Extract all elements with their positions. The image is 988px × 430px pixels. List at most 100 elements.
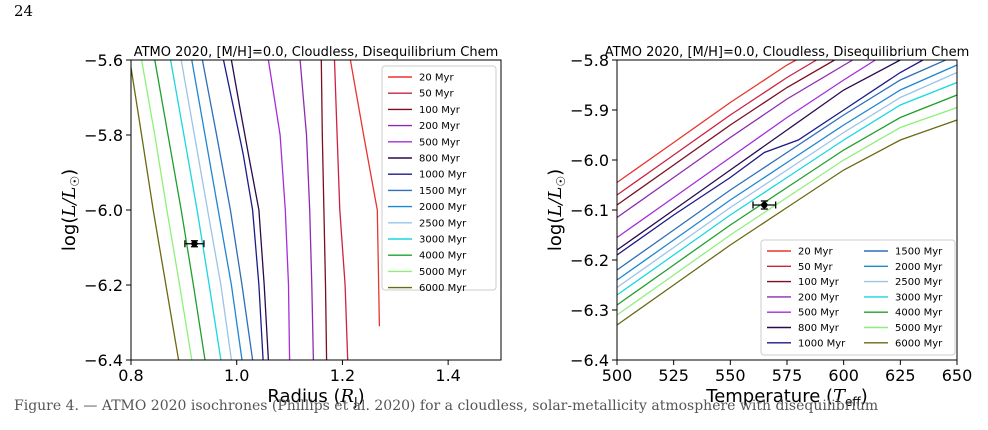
legend: 20 Myr 50 Myr 100 Myr 200 Myr 500 Myr 800 Myr… <box>760 239 956 356</box>
series-line-800-myr <box>230 60 270 360</box>
xlabel-symbol: T <box>833 386 847 407</box>
y-axis-label: log(L/L☉) <box>545 169 568 251</box>
ylabel-sun: ☉ <box>554 176 568 187</box>
plot-title: ATMO 2020, [M/H]=0.0, Cloudless, Disequi… <box>134 45 499 60</box>
legend-item: 6000 Myr <box>864 338 943 349</box>
legend-label: 500 Myr <box>798 308 840 319</box>
legend-item: 2500 Myr <box>388 218 467 229</box>
x-tick-label: 500 <box>602 366 633 385</box>
series-line-5000-myr <box>140 60 193 360</box>
legend-item: 20 Myr <box>767 247 833 258</box>
observed-datapoint <box>752 200 777 210</box>
y-tick-label: −5.8 <box>84 126 123 145</box>
y-tick-label: −6.2 <box>570 251 609 270</box>
legend-label: 1500 Myr <box>419 186 467 197</box>
series-line-50-myr <box>617 60 817 196</box>
panel-2: 500 525 550 575 600 625 650 −6.4 −6.3 −6.2 −6.1 −6.… <box>545 45 972 409</box>
series-line-4000-myr <box>617 94 957 306</box>
y-tick-label: −5.9 <box>570 101 609 120</box>
x-tick-label: 625 <box>885 366 916 385</box>
legend-item: 1500 Myr <box>388 186 467 197</box>
series-line-2000-myr <box>191 60 243 360</box>
x-tick-label: 1.4 <box>435 366 460 385</box>
y-tick-label: −6.4 <box>84 351 123 370</box>
legend-label: 2500 Myr <box>895 277 943 288</box>
x-tick-label: 575 <box>772 366 803 385</box>
x-tick-label: 525 <box>658 366 689 385</box>
legend-label: 20 Myr <box>419 73 454 84</box>
legend-label: 2000 Myr <box>419 202 467 213</box>
x-tick-label: 650 <box>942 366 973 385</box>
legend-item: 2000 Myr <box>388 202 467 213</box>
datapoint-marker <box>191 240 198 247</box>
xlabel-subscript: eff <box>845 395 861 409</box>
series-line-2000-myr <box>617 64 957 281</box>
xlabel-paren: ) <box>358 386 365 407</box>
ylabel-L: L/L <box>59 187 80 218</box>
series-line-2500-myr <box>617 71 957 289</box>
legend-item: 200 Myr <box>767 292 840 303</box>
legend-label: 800 Myr <box>798 323 840 334</box>
series-line-1000-myr <box>222 60 264 360</box>
x-axis-label: Temperature (Teff) <box>705 386 867 409</box>
legend-label: 6000 Myr <box>419 283 467 294</box>
page-number: 24 <box>14 2 34 20</box>
legend-item: 3000 Myr <box>388 235 467 246</box>
legend-label: 3000 Myr <box>419 235 467 246</box>
series-line-6000-myr <box>617 119 957 326</box>
series-line-50-myr <box>333 60 349 360</box>
xlabel-subscript: J <box>353 395 358 409</box>
series-line-100-myr <box>320 60 328 360</box>
y-tick-label: −5.6 <box>84 51 123 70</box>
series-line-20-myr <box>349 60 381 327</box>
xlabel-paren: ) <box>861 386 868 407</box>
legend-label: 1000 Myr <box>419 170 467 181</box>
datapoint-marker <box>761 201 768 209</box>
series-line-3000-myr <box>617 81 957 296</box>
series-line-500-myr <box>267 60 291 360</box>
legend-label: 20 Myr <box>798 247 833 258</box>
series-line-1000-myr <box>617 60 924 256</box>
series-line-100-myr <box>617 60 835 206</box>
legend-box <box>760 239 956 356</box>
series-line-1500-myr <box>617 60 946 271</box>
legend-label: 2500 Myr <box>419 218 467 229</box>
figure-caption: Figure 4. — ATMO 2020 isochrones (Philli… <box>14 398 879 414</box>
legend-label: 1000 Myr <box>798 338 846 349</box>
legend-item: 3000 Myr <box>864 292 943 303</box>
series-line-4000-myr <box>154 60 206 360</box>
x-tick-label: 0.8 <box>118 366 143 385</box>
legend-item: 800 Myr <box>388 154 461 165</box>
x-axis-label: Radius (RJ) <box>267 386 364 409</box>
legend-item: 200 Myr <box>388 121 461 132</box>
x-tick-label: 1.0 <box>224 366 249 385</box>
series-line-200-myr <box>617 60 854 219</box>
y-tick-label: −6.3 <box>570 301 609 320</box>
y-tick-label: −6.4 <box>570 351 609 370</box>
legend-item: 50 Myr <box>767 262 833 273</box>
series-group <box>617 60 957 326</box>
series-line-5000-myr <box>617 106 957 316</box>
ylabel-paren: ) <box>545 169 566 176</box>
observed-datapoint <box>184 240 205 248</box>
y-tick-label: −6.0 <box>84 201 123 220</box>
series-line-200-myr <box>299 60 315 360</box>
legend-label: 500 Myr <box>419 137 461 148</box>
legend-item: 100 Myr <box>388 105 461 116</box>
y-axis-label: log(L/L☉) <box>59 169 82 251</box>
y-tick-label: −6.2 <box>84 276 123 295</box>
legend-label: 100 Myr <box>798 277 840 288</box>
legend-item: 50 Myr <box>388 89 454 100</box>
ylabel-sun: ☉ <box>68 176 82 187</box>
ylabel-L: L/L <box>545 187 566 218</box>
panel-1: 0.8 1.0 1.2 1.4 −6.4 −6.2 −6.0 −5.8 −5.6 ATMO 202… <box>59 45 502 409</box>
legend-label: 1500 Myr <box>895 247 943 258</box>
series-line-6000-myr <box>131 67 180 360</box>
legend-label: 5000 Myr <box>895 323 943 334</box>
legend-item: 5000 Myr <box>388 267 467 278</box>
series-line-800-myr <box>617 60 901 251</box>
y-tick-label: −6.1 <box>570 201 609 220</box>
series-line-3000-myr <box>169 60 222 360</box>
legend-item: 4000 Myr <box>864 308 943 319</box>
plot-title: ATMO 2020, [M/H]=0.0, Cloudless, Disequi… <box>605 45 970 60</box>
